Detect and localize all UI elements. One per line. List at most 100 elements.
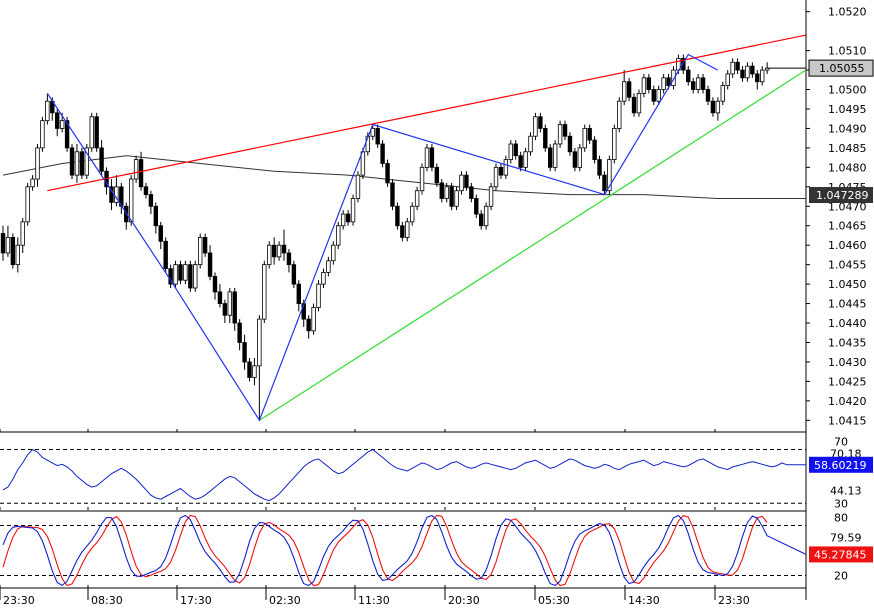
candle — [587, 124, 592, 144]
candle-body-down — [626, 81, 632, 98]
candle — [355, 171, 361, 203]
candle-body-up — [252, 365, 257, 378]
candle — [5, 225, 11, 257]
candle-body-up — [340, 213, 346, 227]
candle-body-down — [700, 77, 706, 90]
candle — [350, 194, 356, 226]
candle-body-down — [587, 128, 592, 141]
candle-body-down — [449, 186, 454, 207]
candle — [528, 132, 533, 156]
candle — [681, 54, 686, 74]
candle-body-up — [316, 283, 321, 308]
rsi-line — [2, 448, 806, 502]
candle — [193, 260, 198, 292]
x-tick-label: 23:30 — [3, 594, 35, 607]
last-price-label-box — [808, 59, 874, 77]
candle-body-down — [0, 233, 6, 254]
candle-body-up — [331, 244, 336, 262]
candle — [281, 229, 287, 261]
candle-body-down — [469, 186, 474, 199]
stoch-k-line — [2, 514, 807, 587]
candle — [321, 268, 326, 288]
candle — [74, 144, 80, 183]
candle-body-up — [257, 318, 262, 367]
candle — [562, 120, 568, 141]
candle-body-up — [483, 205, 489, 227]
candle-body-down — [55, 112, 60, 129]
y-tick-label: 1.0450 — [828, 278, 867, 291]
candle-body-up — [370, 128, 375, 137]
candle — [740, 66, 745, 82]
candle-body-up — [128, 178, 134, 223]
candle — [686, 66, 691, 86]
moving-average-label: 1.047289 — [816, 189, 869, 202]
candle — [671, 66, 676, 90]
candle — [316, 280, 321, 312]
candle — [424, 144, 430, 172]
candle — [232, 288, 237, 331]
x-tick-label: 02:30 — [269, 594, 301, 607]
candle-body-down — [247, 361, 252, 378]
candle — [311, 303, 316, 335]
candle-body-down — [242, 342, 247, 363]
candle-body-up — [227, 291, 232, 316]
y-tick-label: 1.0455 — [828, 259, 867, 272]
candle — [474, 194, 479, 218]
candle — [493, 163, 499, 191]
candle — [35, 144, 40, 187]
candle — [710, 97, 716, 117]
candle-body-down — [138, 159, 144, 188]
x-tick-label: 11:30 — [358, 594, 390, 607]
candle — [646, 73, 652, 94]
y-tick-label: 1.0415 — [828, 414, 867, 427]
candle — [133, 155, 139, 183]
y-tick-label: 1.0485 — [828, 142, 867, 155]
candle — [217, 284, 223, 308]
candle — [469, 182, 474, 203]
candle-body-up — [336, 225, 341, 246]
candle-body-down — [306, 318, 311, 332]
lower-trendline — [259, 69, 807, 421]
candle — [760, 66, 765, 86]
candle-body-down — [686, 69, 691, 83]
candle — [735, 58, 740, 74]
candle — [158, 221, 163, 250]
candle — [651, 85, 656, 106]
candle — [523, 147, 528, 172]
candle — [188, 260, 193, 292]
candle — [434, 163, 440, 187]
candle — [691, 77, 696, 94]
x-tick-label: 17:30 — [180, 594, 212, 607]
y-tick-label: 1.0435 — [828, 336, 867, 349]
candle-body-up — [528, 135, 533, 153]
candle-body-up — [311, 307, 316, 332]
candle — [163, 237, 168, 273]
candle-body-up — [89, 116, 94, 149]
candle — [464, 171, 469, 191]
candle-body-down — [237, 322, 242, 343]
candle — [409, 202, 415, 226]
rsi-level-label: 30 — [834, 497, 848, 510]
candle-body-up — [84, 147, 90, 176]
candle-body-down — [750, 65, 755, 75]
candle-body-down — [69, 147, 75, 176]
candle — [286, 249, 292, 273]
candle-body-up — [720, 85, 725, 102]
candle — [124, 202, 129, 230]
candle-body-up — [193, 264, 198, 289]
candle-body-down — [390, 182, 395, 207]
rsi-level-label: 70 — [834, 435, 848, 448]
candle-body-down — [345, 213, 351, 223]
candle — [178, 260, 183, 285]
candle-body-down — [518, 155, 523, 168]
candle-body-up — [582, 128, 587, 149]
candle-body-up — [173, 264, 178, 285]
candle — [109, 179, 114, 211]
stoch-level-label: 20 — [834, 570, 848, 583]
candle-body-up — [74, 151, 80, 176]
y-tick-label: 1.0430 — [828, 356, 867, 369]
candle — [592, 136, 597, 164]
